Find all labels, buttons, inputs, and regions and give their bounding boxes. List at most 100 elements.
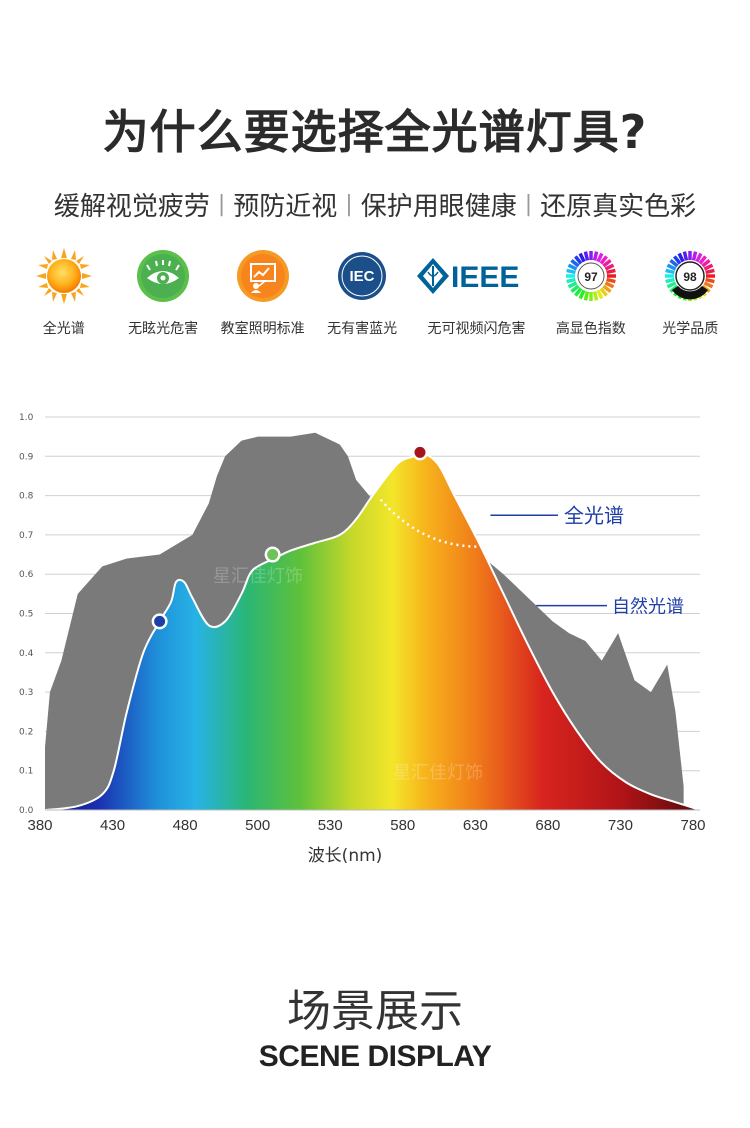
cri-tick [570, 259, 580, 268]
separator: | [217, 192, 226, 217]
feature-optical-quality: 98 光学品质 [641, 246, 740, 338]
eye-icon [137, 250, 190, 302]
cri-tick [573, 255, 583, 265]
subtitle-row: 缓解视觉疲劳 | 预防近视 | 保护用眼健康 | 还原真实色彩 [0, 186, 750, 223]
cri-tick [604, 263, 615, 271]
scene-title-cn: 场景展示 [287, 986, 463, 1037]
cri-tick [583, 251, 589, 261]
feature-high-cri: 97 高显色指数 [541, 246, 640, 338]
x-tick-label: 380 [27, 817, 52, 834]
cri-tick [692, 251, 698, 261]
cri-tick [665, 268, 676, 275]
cri-tick [602, 259, 612, 268]
cri-tick [567, 281, 578, 289]
svg-text:97: 97 [584, 270, 598, 284]
x-tick-label: 630 [463, 817, 488, 834]
y-tick-label: 0.8 [19, 492, 34, 502]
feature-label: 无眩光危害 [128, 321, 199, 337]
cri-tick [606, 268, 616, 275]
feature-no-flicker: IEEE 无可视频闪危害 [412, 246, 541, 338]
cri-98-icon: 98 [664, 250, 717, 302]
y-tick-label: 0.9 [19, 452, 34, 462]
subtitle-item-1: 缓解视觉疲劳 [53, 192, 210, 222]
cri-tick [596, 289, 604, 300]
x-tick-label: 530 [318, 817, 343, 834]
feature-classroom: 教室照明标准 [213, 246, 312, 338]
separator: | [524, 192, 533, 217]
feature-no-blue-light: IEC 无有害蓝光 [312, 246, 411, 338]
ieee-logo-icon: IEEE [417, 258, 520, 294]
cri-tick [705, 277, 716, 284]
page-title: 为什么要选择全光谱灯具? [102, 105, 648, 159]
scene-title-en: SCENE DISPLAY [258, 1040, 492, 1073]
cri-tick [673, 255, 682, 265]
iec-logo-icon: IEC [338, 252, 387, 300]
x-tick-label: 500 [245, 817, 270, 834]
cri-tick [604, 281, 615, 289]
feature-label: 全光谱 [42, 321, 85, 337]
cri-tick [701, 259, 711, 268]
subtitle-item-3: 保护用眼健康 [360, 192, 517, 222]
svg-text:IEEE: IEEE [451, 261, 519, 294]
cri-tick [573, 287, 583, 297]
feature-label: 教室照明标准 [220, 321, 305, 337]
feature-label: 无有害蓝光 [327, 321, 398, 337]
watermark: 星汇佳灯饰 [393, 763, 483, 784]
cri-97-icon: 97 [564, 250, 617, 302]
natural-spectrum-dotted-line [379, 498, 479, 548]
separator: | [345, 192, 353, 217]
x-tick-label: 580 [390, 817, 415, 834]
feature-label: 高显色指数 [555, 321, 626, 337]
x-tick-label: 480 [173, 817, 198, 834]
cri-tick [570, 284, 580, 293]
cri-tick [666, 281, 677, 289]
cri-tick [703, 263, 714, 271]
highlight-point [154, 615, 166, 627]
subtitle-item-4: 还原真实色彩 [540, 192, 697, 222]
y-tick-label: 0.4 [19, 649, 34, 659]
subtitle-item-2: 预防近视 [233, 192, 338, 222]
y-tick-label: 0.0 [19, 806, 34, 816]
y-tick-label: 0.3 [19, 688, 33, 698]
watermark: 星汇佳灯饰 [213, 566, 303, 587]
sun-icon [35, 248, 92, 304]
cri-tick [578, 252, 586, 263]
y-tick-label: 0.2 [19, 727, 33, 737]
cri-tick [695, 252, 703, 263]
x-tick-label: 780 [680, 817, 705, 834]
full-spectrum-area [45, 452, 700, 810]
cri-tick [578, 289, 586, 300]
cri-tick [566, 277, 576, 284]
cri-tick [669, 259, 679, 268]
feature-no-glare: 无眩光危害 [113, 246, 212, 338]
y-tick-label: 0.5 [19, 610, 33, 620]
cri-tick [567, 263, 578, 271]
feature-icons-row: 全光谱 无眩光危害 [14, 246, 740, 338]
cri-tick [698, 255, 708, 265]
feature-label: 光学品质 [662, 321, 719, 337]
x-axis-label: 波长(nm) [308, 846, 383, 866]
y-tick-label: 0.1 [19, 767, 33, 777]
cri-tick [677, 252, 685, 263]
x-tick-label: 430 [100, 817, 125, 834]
spectrum-chart: 全光谱 自然光谱 星汇佳灯饰 星汇佳灯饰 0.0 0.1 0.2 0.3 0.4 0.5 0.6 0… [0, 395, 750, 895]
legend-label-full-spectrum: 全光谱 [564, 503, 624, 527]
cri-tick [592, 291, 599, 301]
legend-label-natural-spectrum: 自然光谱 [612, 597, 684, 618]
cri-tick [665, 277, 676, 284]
x-tick-label: 680 [535, 817, 560, 834]
cri-tick [599, 255, 608, 265]
y-tick-label: 1.0 [19, 413, 34, 423]
highlight-point [414, 446, 426, 458]
cri-tick [566, 268, 576, 275]
x-tick-label: 730 [608, 817, 633, 834]
svg-text:98: 98 [684, 270, 698, 284]
cri-tick [583, 291, 589, 301]
y-tick-label: 0.7 [19, 531, 33, 541]
cri-tick [703, 281, 714, 289]
cri-tick [599, 287, 608, 297]
cri-tick [606, 277, 616, 284]
highlight-point [267, 549, 279, 561]
y-tick-label: 0.6 [19, 570, 34, 580]
